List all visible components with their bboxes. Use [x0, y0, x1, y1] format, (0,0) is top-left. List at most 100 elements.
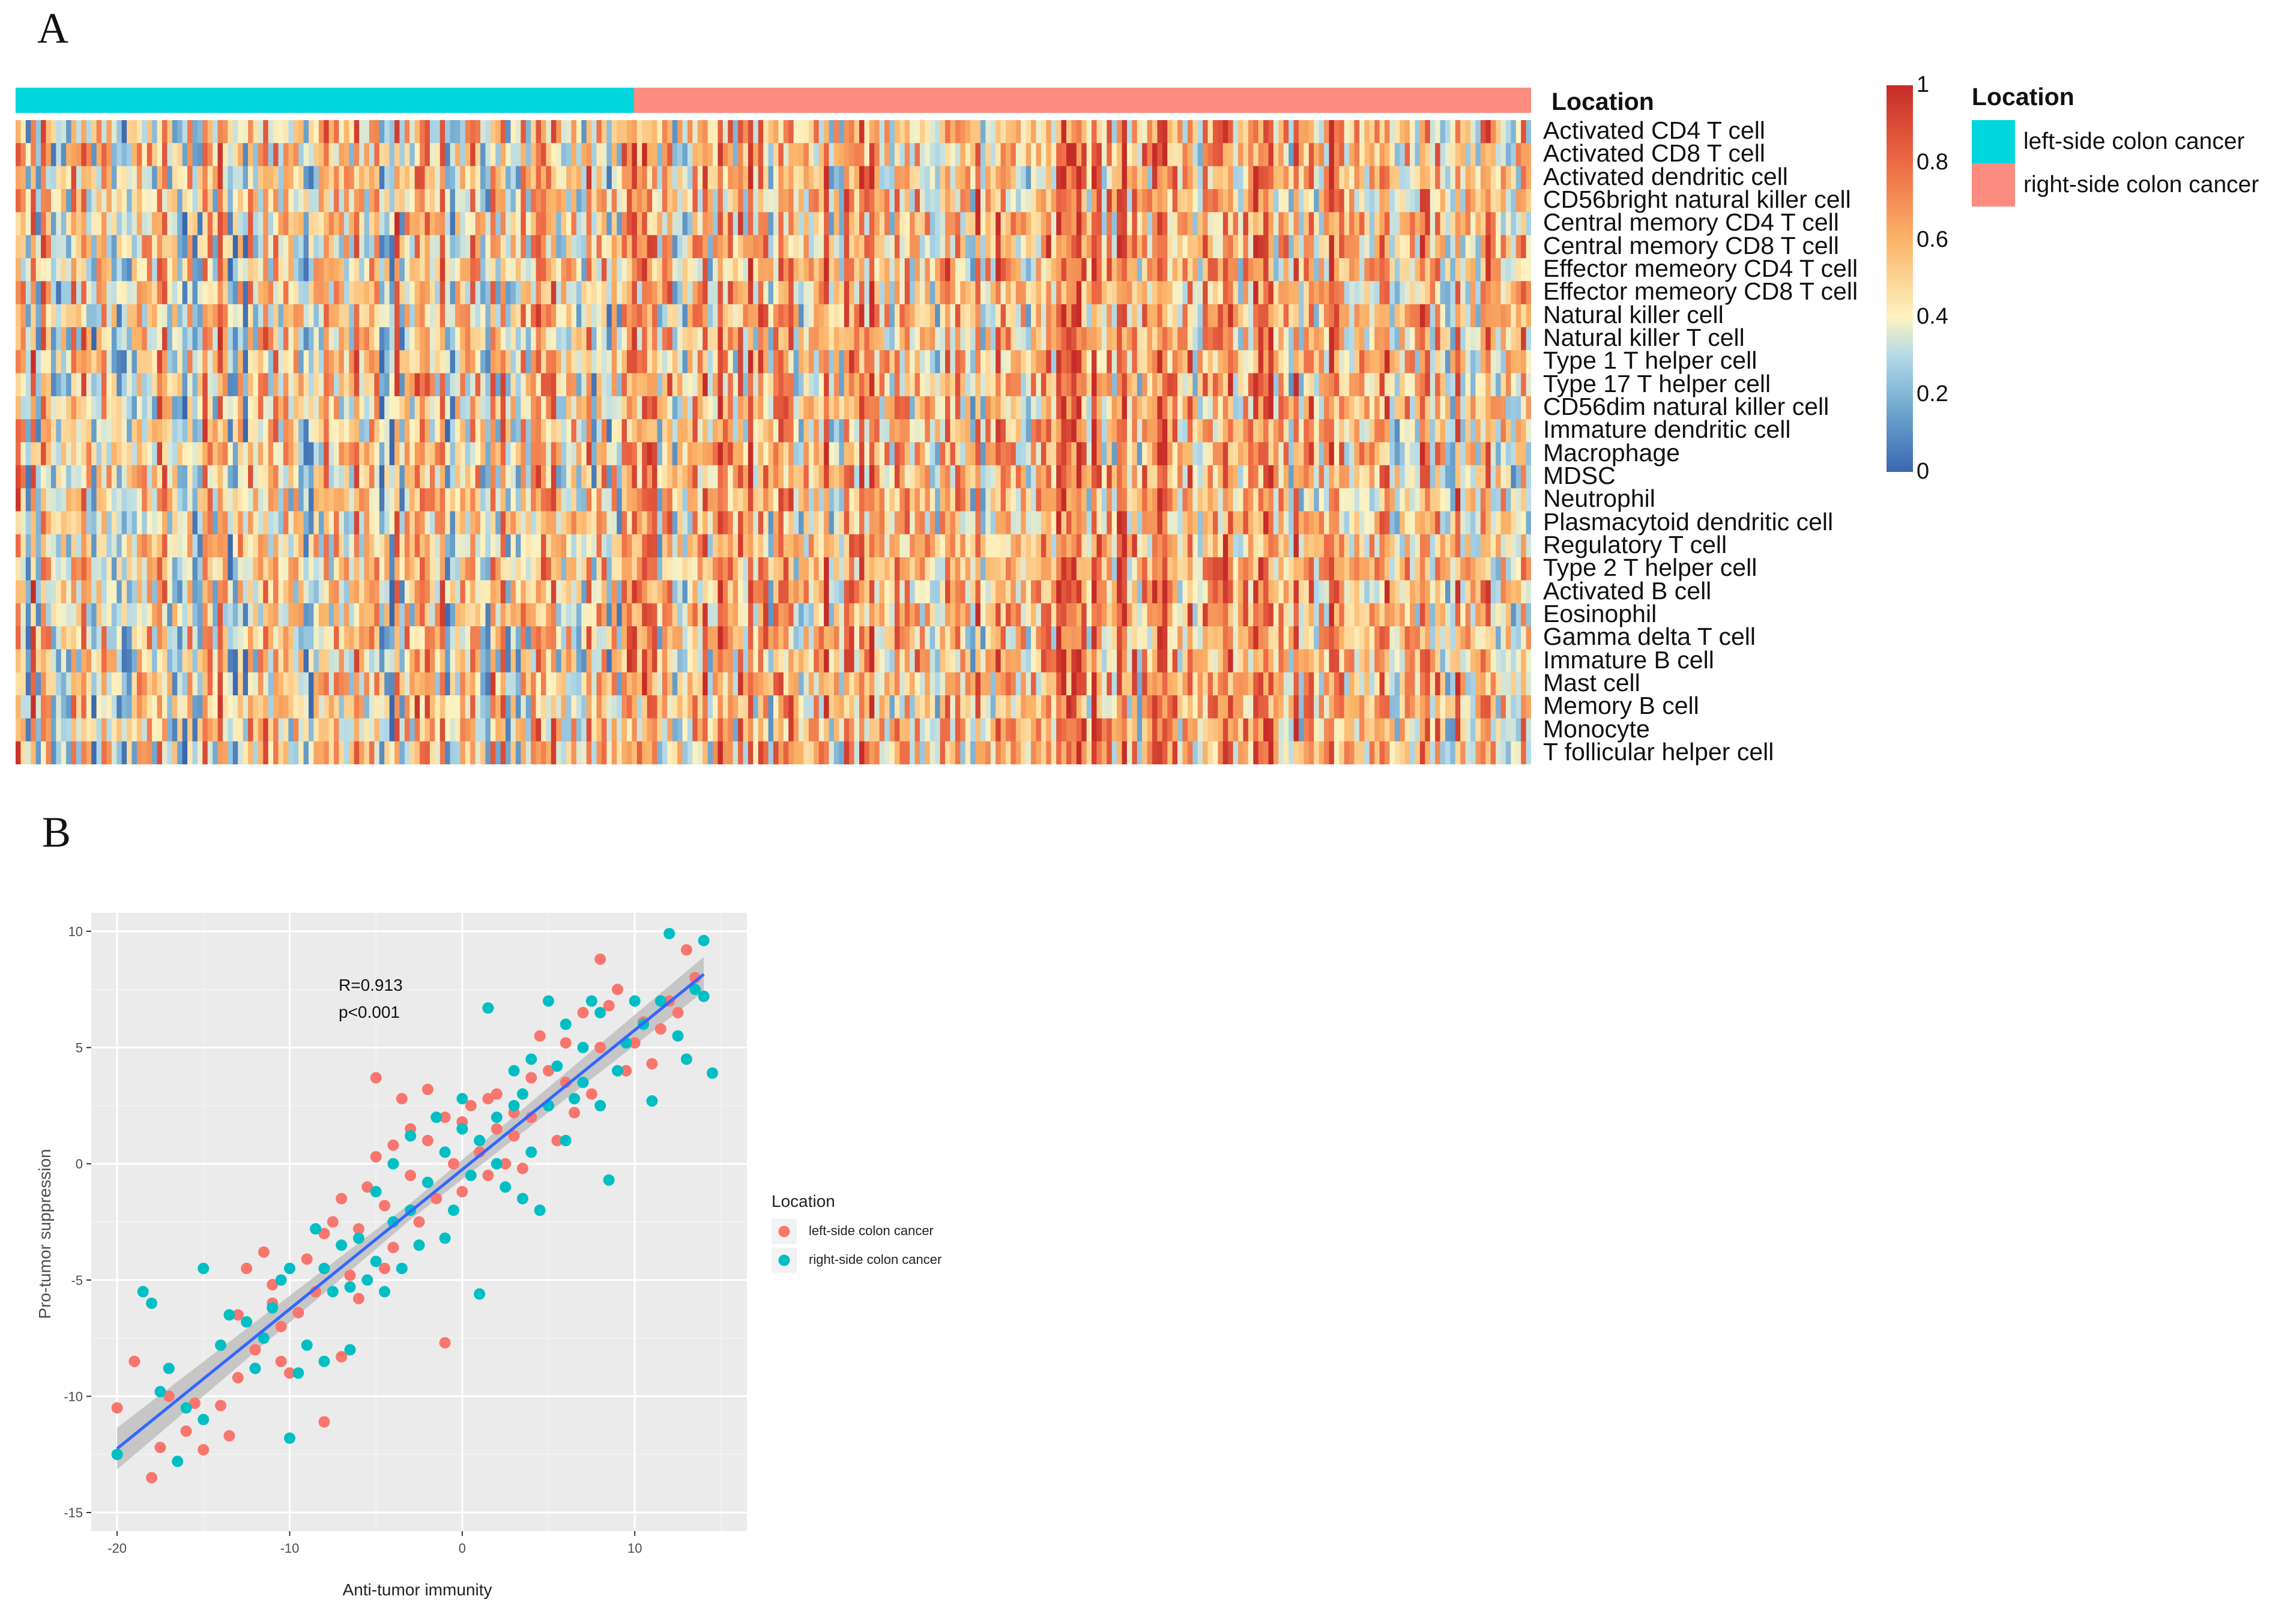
heatmap-cell — [808, 258, 814, 282]
heatmap-cell — [1152, 304, 1158, 328]
heatmap-cell — [25, 396, 31, 420]
heatmap-cell — [339, 235, 345, 259]
heatmap-cell — [1006, 212, 1012, 236]
heatmap-cell — [298, 304, 304, 328]
heatmap-cell — [647, 488, 653, 512]
heatmap-cell — [1319, 166, 1325, 190]
heatmap-cell — [1122, 350, 1128, 374]
heatmap-cell — [1500, 143, 1506, 167]
heatmap-cell — [980, 212, 986, 236]
heatmap-cell — [243, 120, 249, 144]
heatmap-cell — [213, 396, 219, 420]
heatmap-cell — [35, 327, 41, 351]
heatmap-cell — [76, 373, 82, 397]
heatmap-cell — [1086, 166, 1092, 190]
heatmap-cell — [162, 350, 168, 374]
heatmap-cell — [566, 143, 572, 167]
heatmap-cell — [965, 143, 971, 167]
heatmap-cell — [844, 166, 850, 190]
heatmap-cell — [1288, 143, 1295, 167]
heatmap-cell — [35, 235, 41, 259]
heatmap-cell — [713, 419, 719, 443]
heatmap-cell — [576, 419, 582, 443]
heatmap-cell — [470, 120, 476, 144]
heatmap-cell — [334, 465, 340, 489]
heatmap-cell — [793, 304, 799, 328]
heatmap-cell — [389, 120, 395, 144]
heatmap-cell — [475, 488, 481, 512]
heatmap-cell — [617, 304, 623, 328]
heatmap-cell — [1314, 350, 1320, 374]
heatmap-cell — [268, 373, 274, 397]
heatmap-cell — [682, 327, 688, 351]
heatmap-cell — [56, 166, 62, 190]
heatmap-cell — [1132, 350, 1138, 374]
heatmap-cell — [1207, 419, 1213, 443]
heatmap-cell — [551, 442, 557, 466]
heatmap-cell — [713, 327, 719, 351]
heatmap-cell — [985, 442, 991, 466]
heatmap-cell — [586, 442, 592, 466]
heatmap-cell — [521, 304, 527, 328]
heatmap-cell — [20, 166, 26, 190]
heatmap-cell — [490, 258, 496, 282]
heatmap-cell — [414, 189, 420, 213]
heatmap-cell — [1485, 120, 1491, 144]
heatmap-cell — [369, 327, 375, 351]
heatmap-cell — [152, 258, 158, 282]
heatmap-cell — [1394, 350, 1400, 374]
heatmap-cell — [636, 442, 642, 466]
heatmap-cell — [783, 465, 789, 489]
heatmap-cell — [925, 488, 931, 512]
heatmap-cell — [995, 235, 1001, 259]
heatmap-cell — [591, 327, 597, 351]
heatmap-cell — [1379, 396, 1385, 420]
heatmap-cell — [601, 488, 607, 512]
heatmap-cell — [1192, 120, 1198, 144]
heatmap-cell — [1273, 396, 1279, 420]
heatmap-cell — [31, 488, 37, 512]
heatmap-cell — [136, 419, 142, 443]
heatmap-cell — [1192, 235, 1198, 259]
heatmap-cell — [839, 235, 845, 259]
heatmap-cell — [1076, 327, 1082, 351]
heatmap-cell — [904, 327, 910, 351]
heatmap-cell — [506, 166, 512, 190]
heatmap-cell — [1142, 465, 1148, 489]
heatmap-cell — [20, 350, 26, 374]
heatmap-cell — [1092, 350, 1098, 374]
heatmap-cell — [490, 327, 496, 351]
heatmap-cell — [475, 212, 481, 236]
heatmap-cell — [1283, 373, 1289, 397]
heatmap-cell — [35, 281, 41, 305]
heatmap-cell — [106, 235, 112, 259]
heatmap-cell — [571, 166, 577, 190]
heatmap-cell — [1228, 304, 1234, 328]
heatmap-cell — [445, 304, 451, 328]
heatmap-cell — [399, 419, 405, 443]
heatmap-cell — [662, 419, 668, 443]
heatmap-cell — [116, 258, 122, 282]
heatmap-cell — [657, 258, 663, 282]
heatmap-cell — [152, 419, 158, 443]
heatmap-cell — [1415, 465, 1421, 489]
heatmap-cell — [111, 120, 117, 144]
heatmap-cell — [1126, 396, 1132, 420]
heatmap-cell — [1430, 465, 1436, 489]
heatmap-cell — [460, 235, 466, 259]
heatmap-cell — [1111, 327, 1117, 351]
heatmap-cell — [35, 488, 41, 512]
heatmap-cell — [152, 465, 158, 489]
heatmap-cell — [429, 258, 435, 282]
heatmap-cell — [263, 120, 269, 144]
heatmap-cell — [702, 120, 708, 144]
heatmap-cell — [824, 281, 830, 305]
heatmap-cell — [399, 189, 405, 213]
heatmap-cell — [682, 212, 688, 236]
heatmap-cell — [1066, 166, 1072, 190]
heatmap-cell — [1410, 258, 1416, 282]
heatmap-cell — [1511, 120, 1517, 144]
heatmap-cell — [763, 373, 769, 397]
heatmap-cell — [960, 212, 966, 236]
heatmap-cell — [1172, 350, 1178, 374]
